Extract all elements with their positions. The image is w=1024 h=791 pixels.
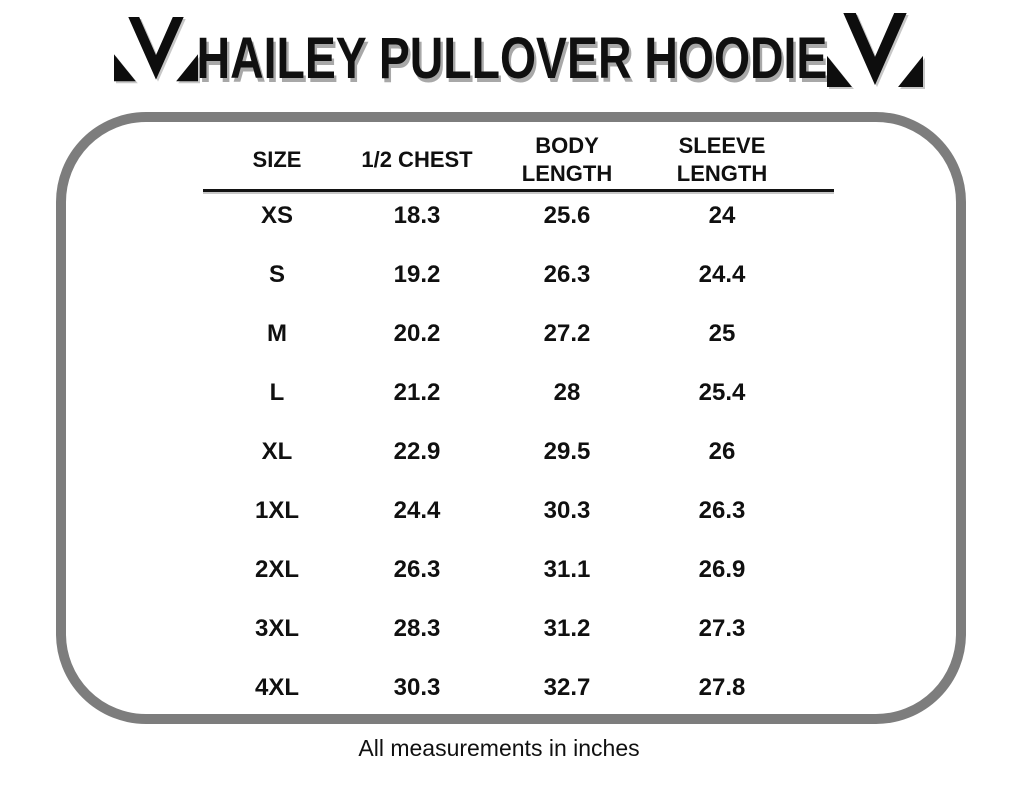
measurement-value: 24.4 [698, 261, 746, 288]
measurement-value: 26.9 [698, 556, 746, 583]
measurement-value: 31.2 [543, 615, 591, 642]
size-chart-panel: SIZE 1/2 CHEST BODY LENGTH SLEEVE LENGTH XS… [56, 112, 966, 724]
measurement-value: 27.8 [698, 674, 746, 701]
measurement-value: 27.2 [543, 320, 591, 347]
table-body: XS 18.3 25.6 24 S 19.2 26.3 24.4 M 20.2 27.2 25 L 21.… [66, 122, 956, 714]
measurement-value: 24 [708, 202, 736, 229]
title-bar: HAILEY PULLOVER HOODIE [0, 0, 1024, 110]
measurement-value: 21.2 [393, 379, 441, 406]
table-row: M 20.2 27.2 25 [66, 319, 956, 349]
measurement-value: 24.4 [393, 497, 441, 524]
measurement-value: 29.5 [543, 438, 591, 465]
measurement-value: 28.3 [393, 615, 441, 642]
measurement-value: 25 [708, 320, 736, 347]
measurement-unit-note: All measurements in inches [358, 735, 640, 761]
measurement-value: 25.6 [543, 202, 591, 229]
measurement-value: 20.2 [393, 320, 441, 347]
brand-m-logo-icon [827, 13, 923, 88]
size-label: 4XL [254, 674, 299, 701]
size-label: XL [261, 438, 293, 465]
table-row: 4XL 30.3 32.7 27.8 [66, 673, 956, 703]
header-divider-line [203, 189, 834, 192]
measurement-value: 32.7 [543, 674, 591, 701]
measurement-value: 30.3 [543, 497, 591, 524]
table-row: XL 22.9 29.5 26 [66, 437, 956, 467]
brand-m-logo-icon [114, 17, 198, 82]
measurement-value: 28 [553, 379, 581, 406]
size-label: M [267, 320, 287, 347]
table-row: S 19.2 26.3 24.4 [66, 260, 956, 290]
size-label: S [268, 261, 285, 288]
measurement-value: 26.3 [393, 556, 441, 583]
size-label: 3XL [254, 615, 299, 642]
size-label: 2XL [254, 556, 299, 583]
measurement-value: 26.3 [698, 497, 746, 524]
measurement-value: 26.3 [543, 261, 591, 288]
table-row: L 21.2 28 25.4 [66, 378, 956, 408]
table-row: 3XL 28.3 31.2 27.3 [66, 614, 956, 644]
measurement-value: 31.1 [543, 556, 591, 583]
column-header: SLEEVE LENGTH [676, 133, 768, 186]
table-row: XS 18.3 25.6 24 [66, 201, 956, 231]
measurement-value: 22.9 [393, 438, 441, 465]
measurement-value: 27.3 [698, 615, 746, 642]
page-title: HAILEY PULLOVER HOODIE [196, 26, 828, 91]
measurement-value: 30.3 [393, 674, 441, 701]
measurement-value: 25.4 [698, 379, 746, 406]
size-label: XS [260, 202, 293, 229]
measurement-value: 26 [708, 438, 736, 465]
size-label: 1XL [254, 497, 299, 524]
measurement-value: 19.2 [393, 261, 441, 288]
measurement-value: 18.3 [393, 202, 441, 229]
column-header: 1/2 CHEST [361, 147, 473, 172]
table-row: 2XL 26.3 31.1 26.9 [66, 555, 956, 585]
column-header: BODY LENGTH [521, 133, 613, 186]
size-label: L [269, 379, 285, 406]
column-header: SIZE [252, 147, 302, 172]
table-row: 1XL 24.4 30.3 26.3 [66, 496, 956, 526]
